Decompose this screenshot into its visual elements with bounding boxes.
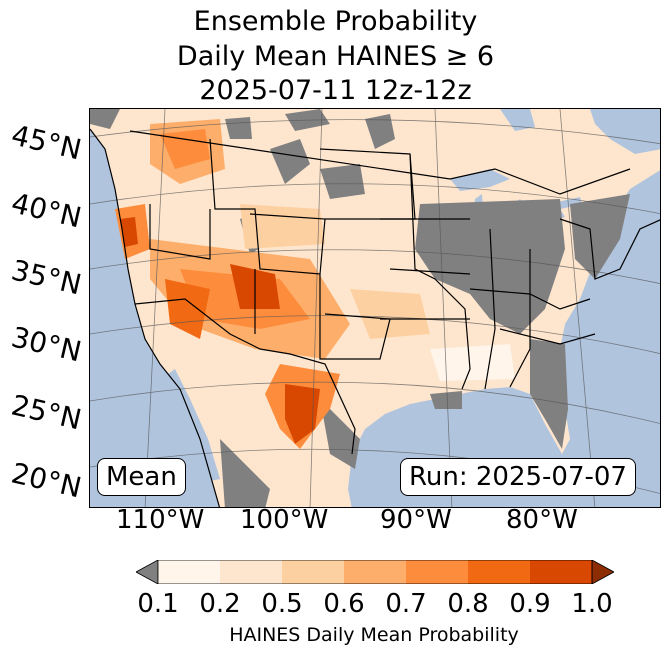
title-line-1: Ensemble Probability	[193, 6, 478, 37]
colorbar-tick-label: 0.9	[509, 589, 551, 619]
colorbar-bins	[158, 560, 593, 584]
lon-label-110: 110°W	[116, 505, 205, 535]
lon-label-80: 80°W	[506, 505, 578, 535]
run-date-box: Run: 2025-07-07	[400, 458, 636, 496]
lat-label-30: 30°N	[8, 320, 85, 369]
colorbar-bin	[220, 560, 283, 584]
colorbar-bin	[344, 560, 407, 584]
lon-label-90: 90°W	[380, 505, 452, 535]
colorbar-tick-label: 0.5	[261, 589, 303, 619]
northern-water	[500, 109, 660, 154]
colorbar-bin	[406, 560, 469, 584]
colorbar-under-arrow	[136, 560, 159, 584]
lon-label-100: 100°W	[240, 505, 329, 535]
boundaries	[90, 128, 660, 507]
lat-label-35: 35°N	[8, 253, 85, 302]
colorbar	[136, 560, 614, 584]
colorbar-tick-label: 0.7	[385, 589, 427, 619]
map-canvas	[90, 109, 660, 507]
probability-patches	[115, 119, 515, 449]
graticule	[90, 109, 660, 507]
lat-label-45: 45°N	[8, 118, 85, 167]
lat-label-40: 40°N	[8, 186, 85, 235]
colorbar-tick-label: 0.1	[137, 589, 179, 619]
colorbar-bin	[530, 560, 593, 584]
colorbar-over-arrow	[591, 560, 614, 584]
colorbar-tick-label: 0.2	[199, 589, 241, 619]
colorbar-tick-label: 0.8	[447, 589, 489, 619]
lat-label-25: 25°N	[8, 388, 85, 437]
colorbar-bin	[158, 560, 221, 584]
colorbar-label: HAINES Daily Mean Probability	[229, 624, 519, 646]
colorbar-tick-label: 0.6	[323, 589, 365, 619]
stat-label-box: Mean	[97, 458, 186, 496]
probability-map	[89, 108, 661, 508]
colorbar-tick-label: 1.0	[571, 589, 613, 619]
title-line-3: 2025-07-11 12z-12z	[199, 75, 472, 106]
lat-label-20: 20°N	[8, 456, 85, 505]
colorbar-bin	[468, 560, 531, 584]
title-line-2: Daily Mean HAINES ≥ 6	[176, 41, 495, 72]
colorbar-bin	[282, 560, 345, 584]
